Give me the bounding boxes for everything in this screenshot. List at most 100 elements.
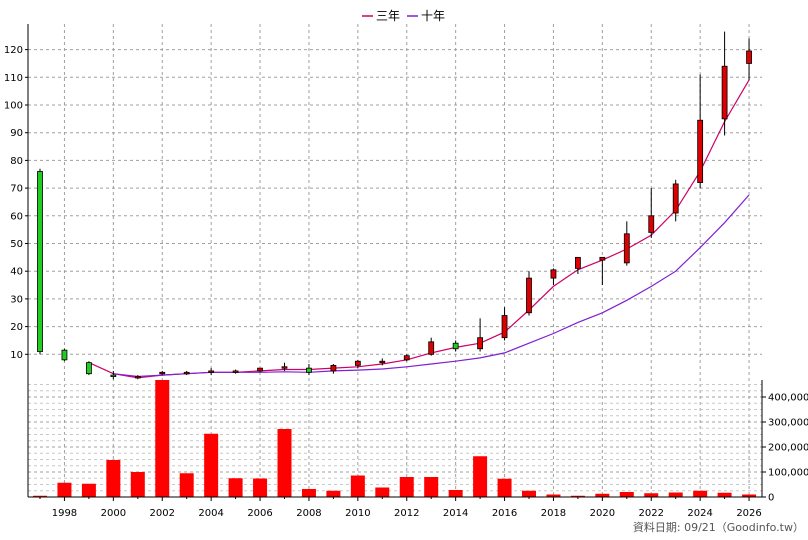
volume-bar (399, 477, 414, 497)
x-tick-label: 2016 (492, 508, 517, 519)
x-tick-label: 2014 (443, 508, 468, 519)
candle-body (61, 349, 68, 361)
legend-label-ten-year: 十年 (421, 9, 445, 23)
candle-body (526, 277, 532, 314)
candle-body (721, 65, 728, 120)
x-tick-label: 2018 (541, 508, 566, 519)
volume-bar (473, 456, 488, 497)
volume-bars (33, 380, 757, 497)
price-y-tick-label: 70 (10, 184, 23, 195)
volume-bar (204, 433, 219, 497)
candle-body (232, 370, 239, 373)
volume-panel: 0 100,000 200,000 300,000 400,000 (28, 380, 808, 504)
candlestick (281, 362, 288, 371)
volume-bar (424, 477, 439, 497)
candlestick (134, 375, 141, 380)
volume-bar (106, 460, 121, 497)
axes-frame (27, 24, 763, 498)
candlestick (477, 318, 484, 352)
x-tick-label: 2000 (101, 508, 126, 519)
x-tick-label: 2024 (687, 508, 712, 519)
price-y-tick-label: 20 (10, 322, 23, 333)
candlestick (721, 31, 728, 136)
candlestick (61, 348, 68, 362)
candle-body (575, 256, 581, 269)
candle-body (379, 360, 386, 364)
candle-body (37, 171, 43, 352)
volume-bar (81, 483, 96, 497)
candlestick (452, 340, 459, 352)
volume-y-tick-label: 0 (768, 493, 774, 504)
candlestick (110, 370, 117, 380)
legend-label-three-year: 三年 (376, 9, 400, 23)
volume-bar (619, 492, 634, 497)
candle-body (354, 360, 361, 366)
legend-item-three-year: 三年 (362, 9, 400, 23)
x-tick-label: 2008 (296, 508, 321, 519)
volume-y-axis-ticks: 0 100,000 200,000 300,000 400,000 (762, 393, 808, 504)
average-line-series (113, 194, 750, 378)
candlestick (379, 358, 386, 366)
volume-bar (155, 380, 170, 497)
x-tick-label: 1998 (52, 508, 77, 519)
volume-bar (277, 429, 292, 497)
x-tick-label: 2012 (394, 508, 419, 519)
candlestick (257, 367, 263, 373)
price-y-tick-label: 90 (10, 128, 23, 139)
candle-body (306, 367, 312, 373)
volume-bar (448, 490, 463, 497)
candle-body (86, 362, 92, 375)
candle-body (110, 374, 117, 377)
candlesticks (37, 31, 752, 380)
candlestick (403, 354, 410, 362)
moving-average-lines (88, 79, 750, 379)
price-y-tick-label: 40 (10, 267, 23, 278)
volume-bar (253, 478, 268, 497)
volume-bar (228, 478, 243, 497)
volume-bar (33, 495, 47, 497)
x-tick-label: 2002 (150, 508, 175, 519)
price-panel: 10 20 30 40 50 60 70 80 90 100 110 120 (4, 24, 762, 497)
price-y-tick-label: 80 (10, 156, 23, 167)
volume-bar (693, 490, 708, 497)
candlestick (330, 363, 337, 374)
candlestick (672, 179, 679, 222)
volume-y-tick-label: 100,000 (768, 468, 808, 479)
candle-body (501, 315, 508, 339)
candlestick (354, 359, 361, 369)
volume-bar (375, 487, 390, 497)
price-y-tick-label: 100 (4, 101, 23, 112)
x-tick-label: 2026 (736, 508, 761, 519)
volume-bar (326, 490, 341, 497)
candlestick (550, 268, 557, 286)
price-y-tick-label: 110 (4, 73, 23, 84)
candle-body (550, 269, 557, 279)
data-source-label: 資料日期: 09/21（Goodinfo.tw） (633, 520, 804, 534)
candlestick (526, 271, 532, 316)
legend-item-ten-year: 十年 (407, 9, 445, 23)
x-tick-label: 2010 (345, 508, 370, 519)
candle-body (648, 215, 655, 233)
price-gridlines (28, 24, 762, 497)
volume-bar (179, 473, 194, 497)
candle-body (159, 371, 166, 375)
volume-bar (497, 478, 512, 497)
candle-body (477, 337, 484, 350)
candlestick (746, 38, 752, 81)
candlestick (37, 168, 43, 355)
volume-gridlines (28, 384, 762, 498)
candle-body (403, 355, 410, 361)
candlestick (623, 221, 630, 266)
price-y-tick-label: 120 (4, 45, 23, 56)
volume-bar (350, 475, 365, 497)
candlestick (183, 370, 190, 376)
price-y-tick-label: 50 (10, 239, 23, 250)
candlestick (208, 368, 215, 376)
candle-body (134, 376, 141, 379)
candlestick (501, 307, 508, 341)
volume-y-tick-label: 400,000 (768, 393, 808, 404)
candle-body (208, 370, 215, 373)
volume-bar (57, 482, 72, 497)
volume-bar (522, 490, 536, 497)
candlestick (428, 337, 435, 356)
